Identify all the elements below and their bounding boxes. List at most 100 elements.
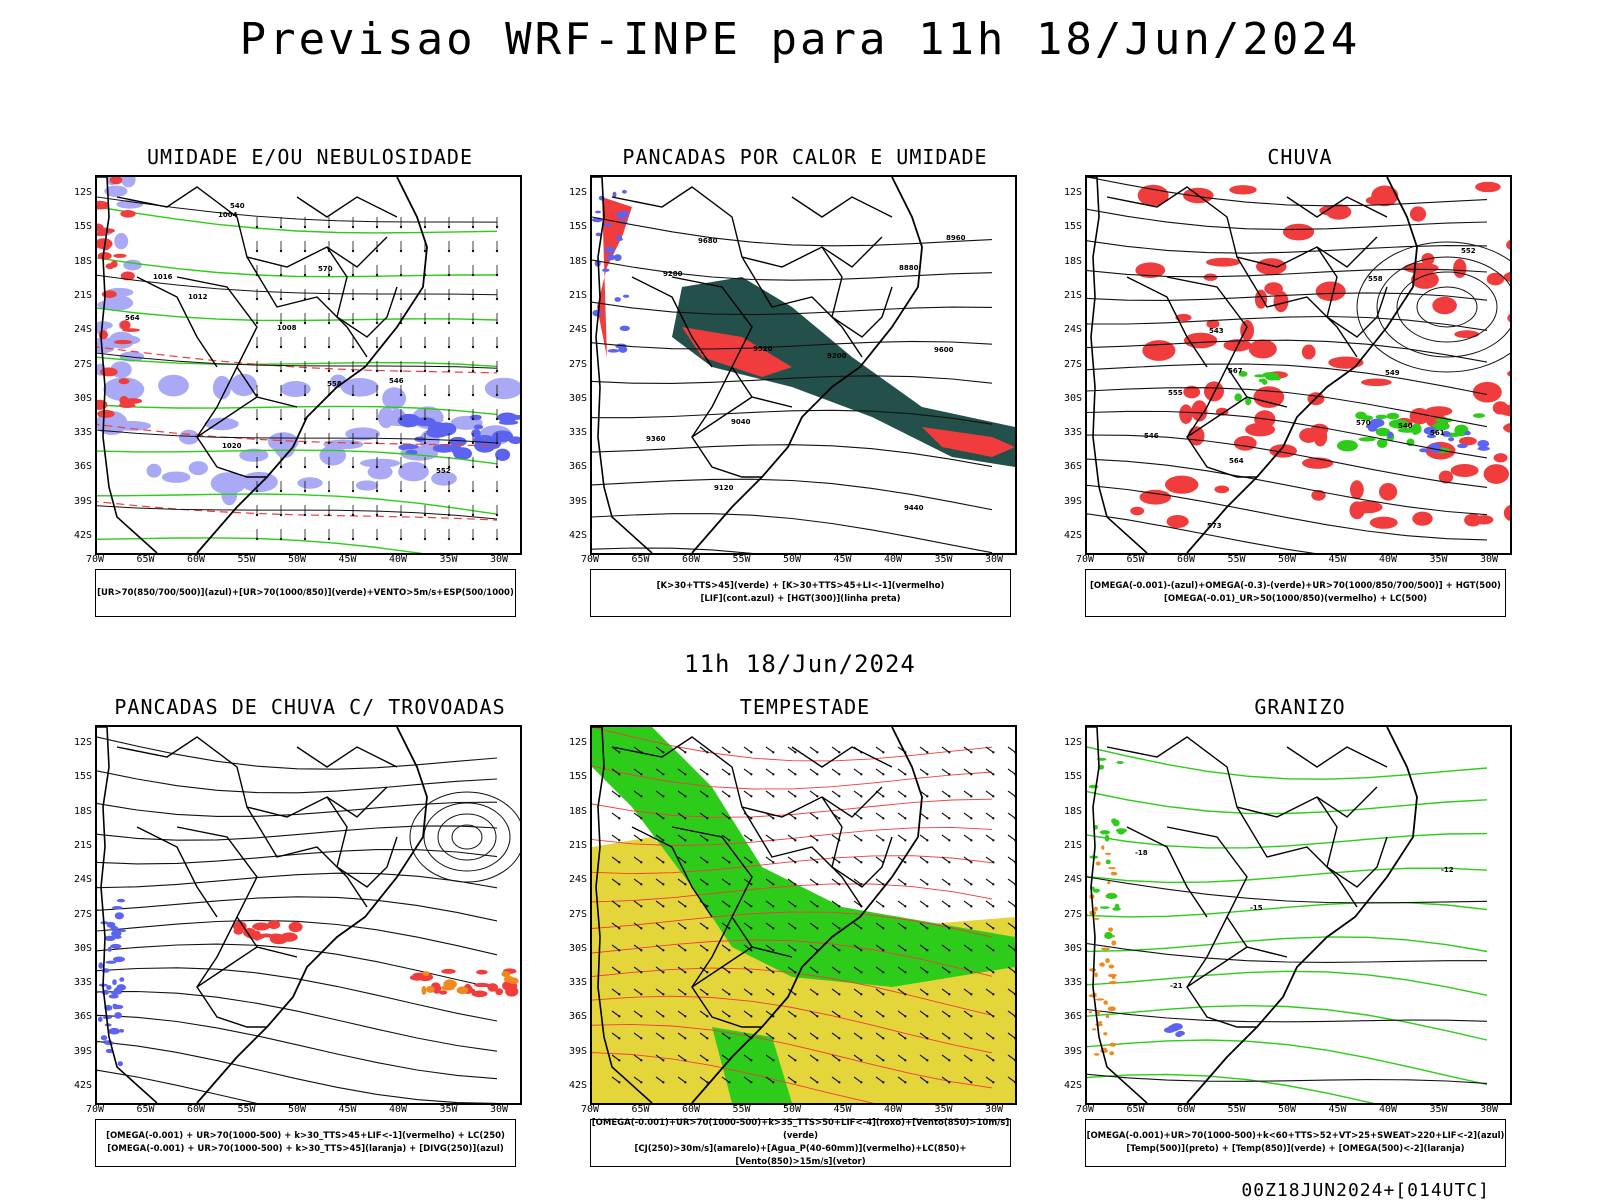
contour-label: 9440	[904, 504, 924, 512]
lat-tick-label: 21S	[565, 290, 587, 301]
lon-tick-label: 65W	[621, 1104, 661, 1115]
legend-line-2: [LIF](cont.azul) + [HGT(300)](linha pret…	[700, 593, 900, 606]
lat-tick-label: 12S	[565, 737, 587, 748]
lon-tick-label: 70W	[570, 1104, 610, 1115]
lon-tick-label: 60W	[176, 554, 216, 565]
lat-tick-label: 36S	[565, 461, 587, 472]
contour-label: 546	[1144, 432, 1159, 440]
lon-tick-label: 45W	[823, 554, 863, 565]
lon-tick-label: 65W	[1116, 554, 1156, 565]
map-area: -15 -18 -21 -12	[1085, 725, 1512, 1105]
lon-tick-label: 40W	[1368, 554, 1408, 565]
lon-tick-label: 65W	[126, 554, 166, 565]
lat-tick-label: 15S	[70, 771, 92, 782]
lat-tick-label: 21S	[70, 290, 92, 301]
lat-tick-label: 27S	[1060, 909, 1082, 920]
lon-tick-label: 55W	[1217, 554, 1257, 565]
lat-tick-label: 39S	[565, 496, 587, 507]
lat-tick-label: 24S	[1060, 874, 1082, 885]
lat-tick-label: 39S	[70, 496, 92, 507]
lon-tick-label: 55W	[227, 554, 267, 565]
map-canvas: 9680960095209440936092809200912090408960…	[592, 177, 1015, 553]
lat-tick-label: 18S	[565, 806, 587, 817]
contour-label: -12	[1441, 866, 1454, 874]
legend-line-2: [OMEGA(-0.01)_UR>50(1000/850)(vermelho) …	[1164, 593, 1427, 606]
lon-tick-label: 35W	[1419, 1104, 1459, 1115]
lat-tick-label: 36S	[70, 461, 92, 472]
lat-tick-label: 24S	[565, 874, 587, 885]
lat-tick-label: 42S	[1060, 1080, 1082, 1091]
contour-label: -18	[1135, 849, 1148, 857]
lat-tick-label: 42S	[565, 530, 587, 541]
lon-tick-label: 40W	[1368, 1104, 1408, 1115]
lat-tick-label: 12S	[565, 187, 587, 198]
contour-label: -21	[1170, 982, 1183, 990]
contour-label: 570	[318, 265, 333, 273]
contour-label: 558	[327, 380, 342, 388]
panel-legend: [K>30+TTS>45](verde) + [K>30+TTS>45+LI<-…	[590, 569, 1011, 617]
lat-tick-label: 30S	[565, 943, 587, 954]
contour-label: 8880	[899, 264, 919, 272]
lat-tick-label: 33S	[1060, 977, 1082, 988]
contour-label: 561	[1430, 429, 1445, 437]
contour-label: -15	[1250, 904, 1263, 912]
map-area	[590, 725, 1017, 1105]
legend-line-1: [K>30+TTS>45](verde) + [K>30+TTS>45+LI<-…	[657, 580, 945, 593]
lon-tick-label: 55W	[722, 1104, 762, 1115]
run-stamp: 00Z18JUN2024+[014UTC]	[1241, 1180, 1490, 1201]
lat-tick-label: 15S	[1060, 771, 1082, 782]
lon-tick-label: 60W	[671, 554, 711, 565]
panel-title: TEMPESTADE	[565, 695, 1045, 719]
lat-tick-label: 30S	[1060, 943, 1082, 954]
contour-label: 558	[1368, 275, 1383, 283]
contour-label: 540	[230, 202, 245, 210]
legend-line-2: [CJ(250)>30m/s](amarelo)+[Agua_P(40-60mm…	[591, 1143, 1010, 1169]
contour-label: 9680	[698, 237, 718, 245]
panel-title: UMIDADE E/OU NEBULOSIDADE	[70, 145, 550, 169]
lon-tick-label: 30W	[974, 1104, 1014, 1115]
panel-legend: [OMEGA(-0.001) + UR>70(1000-500) + k>30_…	[95, 1119, 516, 1167]
contour-label: 1004	[218, 211, 238, 219]
lon-tick-label: 70W	[75, 554, 115, 565]
contour-label: 552	[436, 467, 451, 475]
lat-tick-label: 36S	[565, 1011, 587, 1022]
lon-tick-label: 45W	[1318, 554, 1358, 565]
lat-tick-label: 18S	[70, 256, 92, 267]
panel-title: CHUVA	[1060, 145, 1540, 169]
lon-tick-label: 45W	[328, 1104, 368, 1115]
lat-tick-label: 27S	[565, 359, 587, 370]
lat-tick-label: 24S	[70, 874, 92, 885]
lat-tick-label: 12S	[70, 737, 92, 748]
page-title: Previsao WRF-INPE para 11h 18/Jun/2024	[0, 14, 1600, 65]
lat-tick-label: 39S	[1060, 496, 1082, 507]
lon-tick-label: 50W	[1267, 554, 1307, 565]
panel-legend: [OMEGA(-0.001)+UR>70(1000-500)+k>35_TTS>…	[590, 1119, 1011, 1167]
legend-line-2: [Temp(500)](preto) + [Temp(850)](verde) …	[1126, 1143, 1464, 1156]
lon-tick-label: 40W	[378, 1104, 418, 1115]
lat-tick-label: 27S	[1060, 359, 1082, 370]
lat-tick-label: 39S	[1060, 1046, 1082, 1057]
panel-title: PANCADAS DE CHUVA C/ TROVOADAS	[70, 695, 550, 719]
lat-tick-label: 24S	[70, 324, 92, 335]
contour-label: 1020	[222, 442, 242, 450]
lon-tick-label: 50W	[772, 1104, 812, 1115]
contour-label: 564	[1229, 457, 1244, 465]
contour-label: 570	[1356, 419, 1371, 427]
lon-tick-label: 50W	[1267, 1104, 1307, 1115]
lon-tick-label: 55W	[227, 1104, 267, 1115]
lat-tick-label: 33S	[70, 977, 92, 988]
lat-tick-label: 15S	[70, 221, 92, 232]
lat-tick-label: 42S	[565, 1080, 587, 1091]
lon-tick-label: 65W	[621, 554, 661, 565]
lon-tick-label: 40W	[873, 1104, 913, 1115]
lat-tick-label: 18S	[565, 256, 587, 267]
lat-tick-label: 42S	[70, 530, 92, 541]
